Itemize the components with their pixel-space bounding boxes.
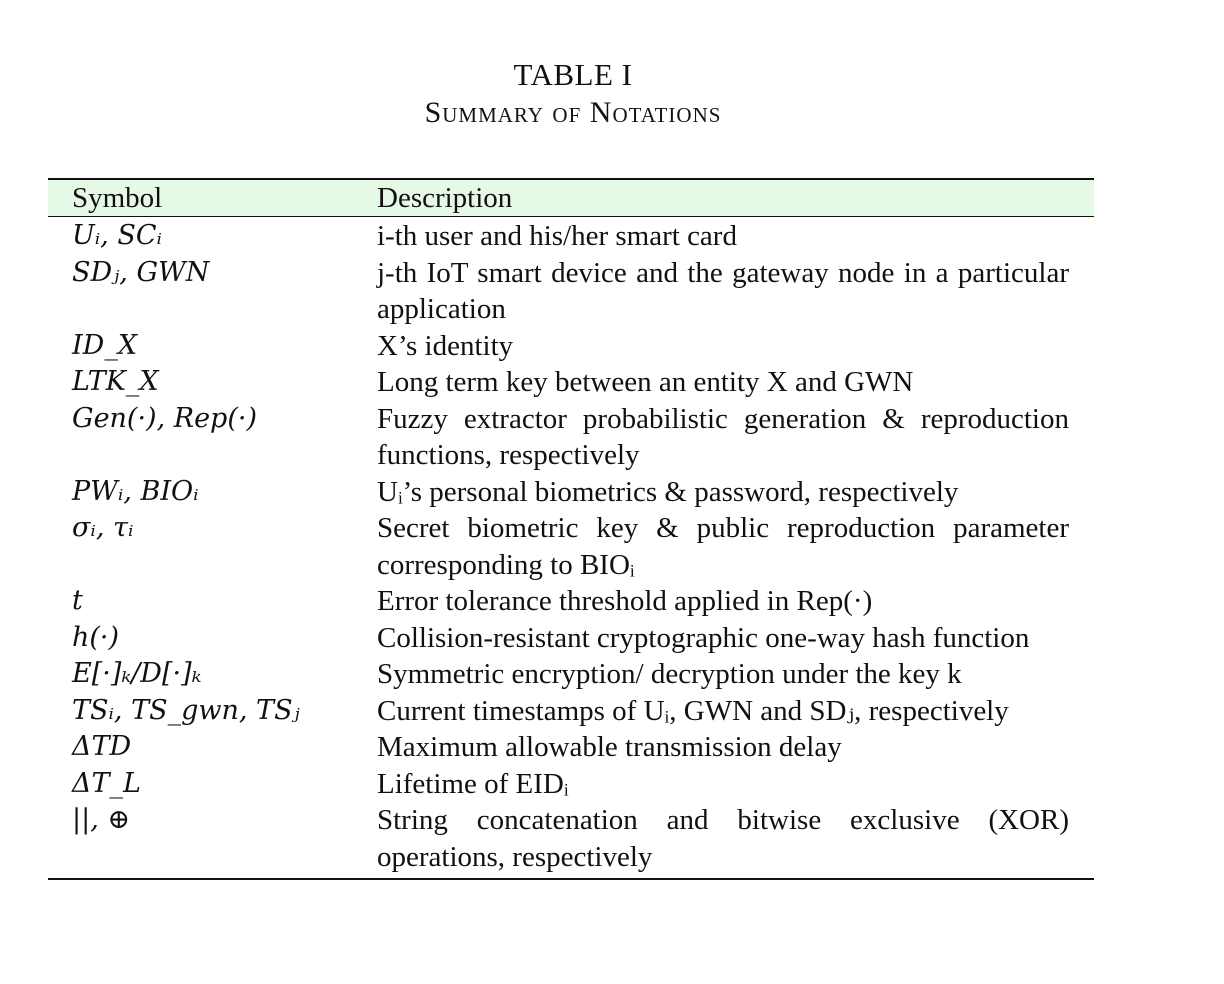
table-row: ||, ⊕ String concatenation and bitwise e…	[48, 802, 1094, 875]
table-row: t Error tolerance threshold applied in R…	[48, 583, 1094, 620]
notation-description: Uᵢ’s personal biometrics & password, res…	[377, 475, 959, 508]
notation-symbol: E[·]ₖ/D[·]ₖ	[72, 658, 202, 689]
notation-symbol: Uᵢ, SCᵢ	[72, 220, 162, 251]
notation-symbol: TSᵢ, TS_gwn, TSⱼ	[72, 694, 300, 726]
notation-description: Secret biometric key & public reproducti…	[377, 512, 1069, 581]
table-row: ΔT_L Lifetime of EIDᵢ	[48, 766, 1094, 803]
table-row: ΔTD Maximum allowable transmission delay	[48, 729, 1094, 766]
notation-symbol: LTK_X	[72, 366, 159, 397]
table-title: Summary of Notations	[424, 96, 722, 129]
notation-description: Collision-resistant cryptographic one-wa…	[377, 621, 1030, 654]
table-header-row: Symbol Description	[48, 180, 1094, 217]
table-label: TABLE I	[513, 57, 633, 92]
notation-table: Symbol Description Uᵢ, SCᵢ i-th user and…	[48, 178, 1094, 880]
notation-symbol: h(·)	[72, 621, 120, 653]
table-row: σᵢ, τᵢ Secret biometric key & public rep…	[48, 510, 1094, 583]
table-row: SDⱼ, GWN j-th IoT smart device and the g…	[48, 255, 1094, 328]
notation-description: j-th IoT smart device and the gateway no…	[377, 256, 1069, 326]
notation-description: i-th user and his/her smart card	[377, 220, 737, 252]
table-row: PWᵢ, BIOᵢ Uᵢ’s personal biometrics & pas…	[48, 474, 1094, 511]
table-row: Uᵢ, SCᵢ i-th user and his/her smart card	[48, 218, 1094, 255]
table-row: LTK_X Long term key between an entity X …	[48, 364, 1094, 401]
notation-symbol: Gen(·), Rep(·)	[72, 402, 257, 434]
notation-description: String concatenation and bitwise exclusi…	[377, 804, 1069, 873]
notation-symbol: ID_X	[72, 329, 138, 361]
table-row: E[·]ₖ/D[·]ₖ Symmetric encryption/ decryp…	[48, 656, 1094, 693]
notation-symbol: PWᵢ, BIOᵢ	[72, 475, 199, 507]
notation-symbol: σᵢ, τᵢ	[72, 512, 134, 543]
notation-description: Long term key between an entity X and GW…	[377, 366, 914, 398]
notation-symbol: ΔTD	[72, 731, 132, 762]
notation-symbol: ΔT_L	[72, 767, 141, 799]
table-row: Gen(·), Rep(·) Fuzzy extractor probabili…	[48, 401, 1094, 474]
notation-description: Symmetric encryption/ decryption under t…	[377, 658, 962, 690]
table-row: TSᵢ, TS_gwn, TSⱼ Current timestamps of U…	[48, 693, 1094, 730]
notation-symbol: SDⱼ, GWN	[72, 256, 210, 288]
notation-description: Maximum allowable transmission delay	[377, 731, 842, 763]
notation-description: Error tolerance threshold applied in Rep…	[377, 585, 873, 617]
notation-symbol: t	[72, 585, 83, 616]
notation-description: Lifetime of EIDᵢ	[377, 767, 569, 800]
header-symbol: Symbol	[72, 181, 163, 214]
table-row: ID_X X’s identity	[48, 328, 1094, 365]
header-description: Description	[377, 181, 513, 214]
notation-symbol: ||, ⊕	[72, 804, 130, 835]
notation-description: Fuzzy extractor probabilistic generation…	[377, 402, 1069, 472]
table-row: h(·) Collision-resistant cryptographic o…	[48, 620, 1094, 657]
notation-description: Current timestamps of Uᵢ, GWN and SDⱼ, r…	[377, 694, 1009, 727]
notation-description: X’s identity	[377, 329, 514, 362]
table-body: Uᵢ, SCᵢ i-th user and his/her smart card…	[48, 217, 1094, 878]
